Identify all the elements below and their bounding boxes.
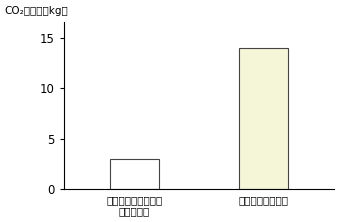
Bar [239, 48, 288, 189]
Text: CO₂排出量（kg）: CO₂排出量（kg） [4, 6, 68, 16]
Bar [110, 159, 159, 189]
